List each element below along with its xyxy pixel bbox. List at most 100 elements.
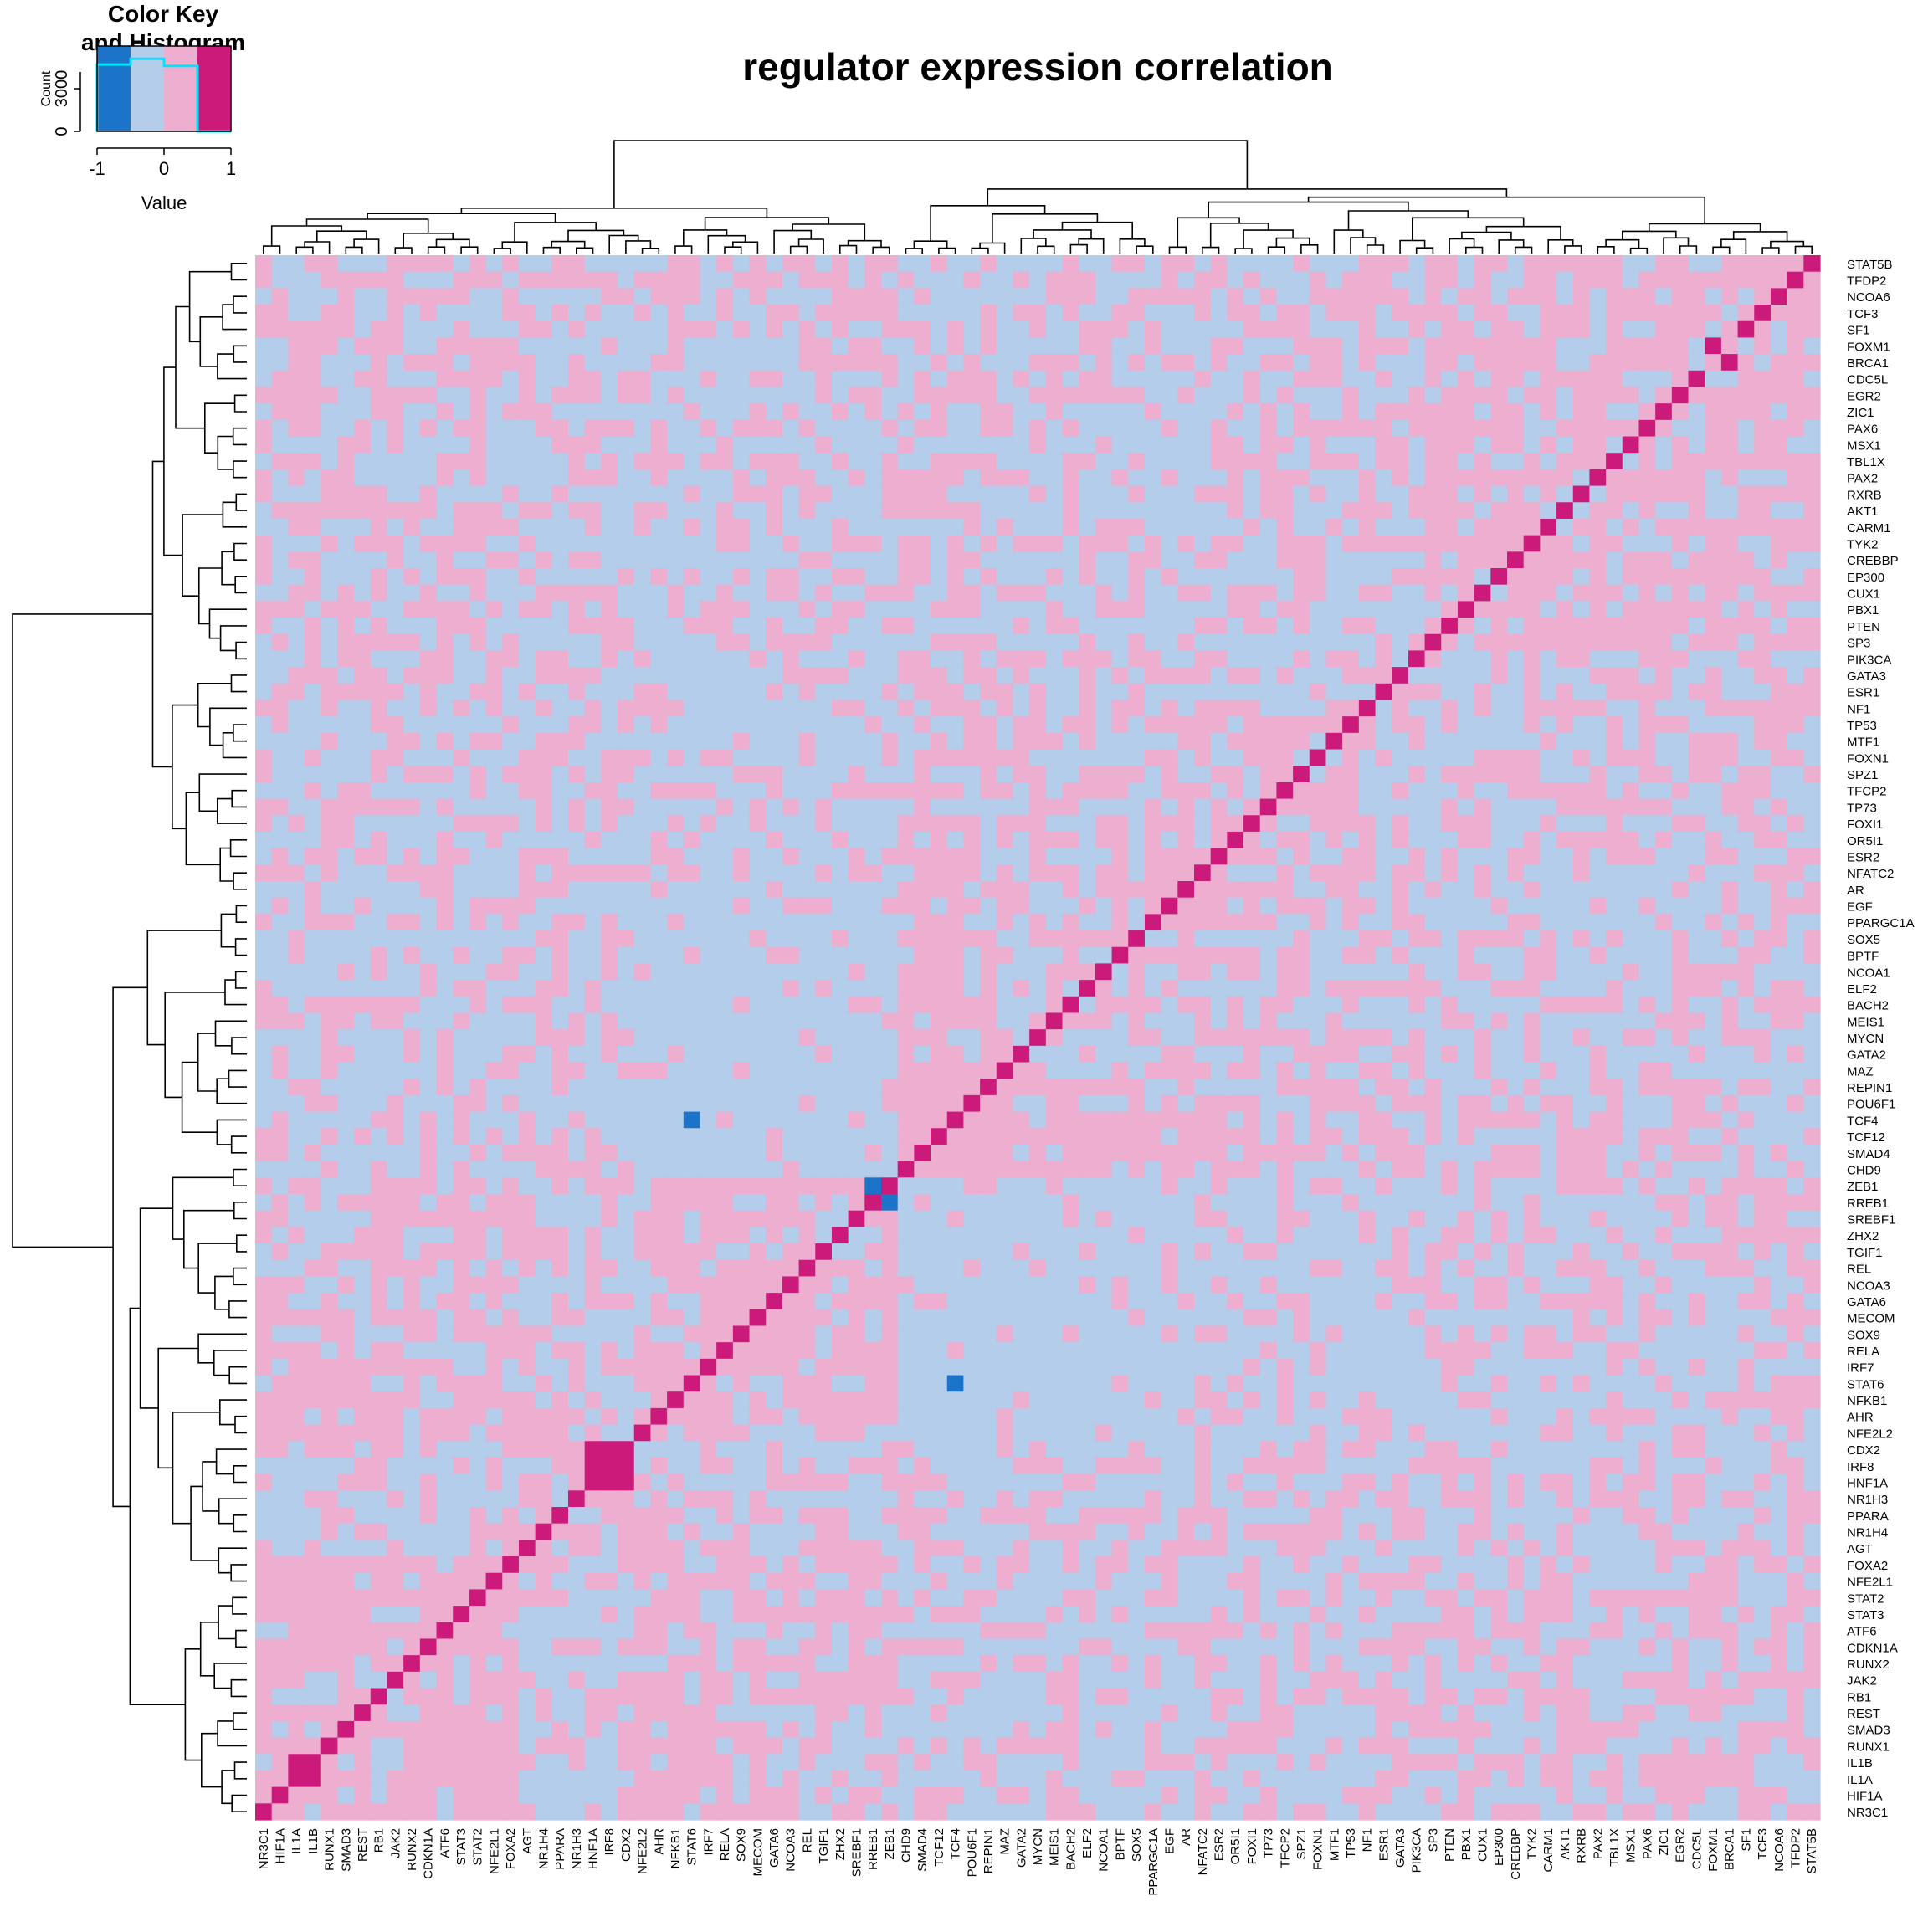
heatmap-cell (255, 453, 273, 470)
heatmap-cell (1045, 815, 1064, 833)
heatmap-cell (1424, 1029, 1442, 1047)
heatmap-cell (1441, 535, 1459, 552)
heatmap-cell (1227, 633, 1244, 652)
heatmap-cell (996, 1012, 1014, 1030)
heatmap-cell (453, 485, 470, 503)
heatmap-cell (1259, 897, 1278, 915)
heatmap-cell (1111, 288, 1129, 305)
heatmap-cell (700, 650, 717, 668)
heatmap-cell (1227, 568, 1244, 586)
heatmap-cell (914, 782, 931, 800)
heatmap-cell (1358, 946, 1377, 965)
heatmap-cell (1787, 354, 1804, 372)
heatmap-cell (1111, 766, 1129, 783)
heatmap-cell (1326, 700, 1343, 717)
heatmap-cell (782, 766, 800, 783)
heatmap-cell (815, 337, 833, 355)
heatmap-cell (419, 980, 438, 997)
heatmap-cell (1342, 453, 1360, 470)
heatmap-cell (1424, 354, 1442, 372)
heatmap-cell (1737, 436, 1755, 454)
heatmap-cell (419, 518, 438, 536)
heatmap-cell (1424, 766, 1442, 783)
heatmap-cell (650, 502, 668, 520)
heatmap-cell (1013, 815, 1030, 833)
heatmap-cell (1062, 354, 1079, 372)
heatmap-cell (1095, 1062, 1113, 1079)
heatmap-cell (667, 766, 685, 783)
heatmap-cell (271, 1079, 289, 1096)
heatmap-cell (946, 1062, 965, 1079)
heatmap-cell (1045, 749, 1064, 766)
heatmap-cell (683, 864, 701, 882)
color-key-bin (197, 46, 232, 131)
heatmap-cell (288, 271, 305, 289)
heatmap-cell (1572, 897, 1591, 915)
heatmap-cell (1177, 568, 1195, 586)
heatmap-cell (1688, 535, 1705, 552)
heatmap-cell (551, 946, 569, 965)
heatmap-cell (946, 436, 965, 454)
heatmap-cell (1111, 255, 1129, 273)
heatmap-cell (568, 996, 586, 1014)
heatmap-cells (255, 255, 1821, 1821)
heatmap-cell (1111, 864, 1129, 882)
heatmap-cell (931, 683, 948, 701)
heatmap-cell (354, 650, 372, 668)
heatmap-cell (601, 897, 618, 915)
heatmap-cell (1243, 354, 1261, 372)
heatmap-cell (568, 618, 586, 635)
heatmap-cell (1259, 980, 1278, 997)
heatmap-cell (1490, 667, 1508, 684)
heatmap-cell (1606, 766, 1623, 783)
heatmap-cell (1358, 403, 1377, 421)
heatmap-cell (1375, 387, 1392, 404)
heatmap-cell (683, 436, 701, 454)
heatmap-cell (667, 436, 685, 454)
heatmap-cell (946, 387, 965, 404)
heatmap-cell (1622, 633, 1640, 652)
heatmap-cell (1259, 881, 1278, 899)
heatmap-cell (732, 996, 751, 1014)
heatmap-cell (864, 848, 882, 865)
heatmap-cell (1293, 963, 1310, 981)
heatmap-cell (1144, 469, 1162, 487)
heatmap-cell (255, 881, 273, 899)
heatmap-cell (1095, 271, 1113, 289)
heatmap-cell (980, 337, 997, 355)
heatmap-cell (255, 535, 273, 552)
heatmap-cell (732, 831, 751, 849)
heatmap-cell (1194, 980, 1212, 997)
heatmap-cell (551, 502, 569, 520)
heatmap-cell (1441, 980, 1459, 997)
heatmap-cell (1572, 436, 1591, 454)
heatmap-cell (782, 502, 800, 520)
heatmap-cell (1227, 305, 1244, 322)
heatmap-cell (1770, 1029, 1788, 1047)
heatmap-cell (650, 798, 668, 816)
heatmap-cell (1540, 996, 1557, 1014)
heatmap-cell (1227, 963, 1244, 981)
heatmap-cell (1770, 419, 1788, 438)
heatmap-cell (337, 716, 355, 734)
heatmap-cell (288, 1045, 305, 1063)
heatmap-cell (1342, 864, 1360, 882)
heatmap-cell (288, 897, 305, 915)
heatmap-cell (1326, 831, 1343, 849)
heatmap-cell (980, 996, 997, 1014)
heatmap-cell (305, 766, 322, 783)
heatmap-cell (1194, 1029, 1212, 1047)
heatmap-cell (650, 1079, 668, 1096)
heatmap-cell (320, 535, 339, 552)
heatmap-cell (568, 766, 586, 783)
heatmap-cell (1638, 271, 1656, 289)
heatmap-cell (1227, 387, 1244, 404)
heatmap-cell (700, 518, 717, 536)
heatmap-cell (1045, 551, 1064, 569)
heatmap-cell (1507, 485, 1525, 503)
heatmap-cell (1705, 1029, 1722, 1047)
heatmap-cell (815, 288, 833, 305)
heatmap-cell (1293, 716, 1310, 734)
heatmap-cell (1720, 518, 1739, 536)
heatmap-cell (1045, 535, 1064, 552)
